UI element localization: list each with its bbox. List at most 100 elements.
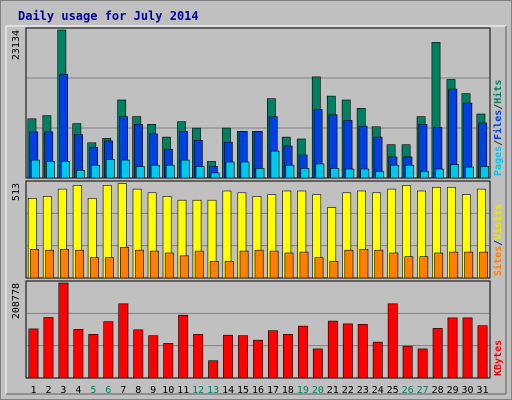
- bar-kbytes-day-31: [477, 325, 488, 379]
- legend-part: /: [493, 104, 504, 110]
- bar-sites-day-26: [404, 256, 414, 279]
- panel-legend-label: KBytes: [493, 340, 504, 376]
- bar-pages-day-17: [270, 150, 280, 179]
- legend-part: KBytes: [493, 340, 504, 376]
- bar-sites-day-15: [239, 250, 249, 279]
- bar-pages-day-4: [76, 170, 85, 179]
- legend-part: /: [493, 240, 504, 246]
- legend-part: Files: [492, 110, 504, 140]
- bar-files-day-30: [463, 102, 473, 179]
- bar-pages-day-22: [345, 168, 355, 179]
- x-tick-label-day-20: 20: [312, 385, 324, 396]
- x-tick-label-day-26: 26: [402, 385, 414, 396]
- x-tick-label-day-8: 8: [135, 385, 141, 396]
- bar-sites-day-28: [434, 252, 444, 279]
- bar-kbytes-day-16: [253, 339, 263, 379]
- bar-files-day-27: [418, 124, 428, 179]
- bar-pages-day-23: [360, 168, 370, 179]
- x-tick-label-day-23: 23: [357, 385, 369, 396]
- bar-sites-day-3: [60, 249, 69, 279]
- bar-pages-day-15: [240, 161, 250, 179]
- bar-pages-day-21: [330, 168, 340, 179]
- x-tick-label-day-3: 3: [60, 385, 66, 396]
- bar-kbytes-day-6: [103, 321, 114, 379]
- bar-kbytes-day-7: [118, 303, 129, 379]
- bar-sites-day-1: [30, 249, 39, 279]
- x-tick-label-day-31: 31: [476, 385, 488, 396]
- x-tick-label-day-18: 18: [282, 385, 294, 396]
- bar-kbytes-day-10: [163, 343, 174, 379]
- bar-sites-day-8: [135, 249, 144, 279]
- bar-sites-day-18: [284, 252, 294, 279]
- bar-sites-day-24: [374, 249, 384, 279]
- legend-part: Visits: [492, 204, 504, 240]
- bar-kbytes-day-21: [327, 320, 338, 379]
- bar-kbytes-day-20: [312, 348, 323, 379]
- x-tick-label-day-10: 10: [162, 385, 174, 396]
- bar-kbytes-day-25: [387, 303, 398, 379]
- bar-sites-day-5: [90, 257, 99, 279]
- bar-pages-day-20: [315, 163, 325, 179]
- bar-kbytes-day-12: [193, 333, 204, 379]
- bar-kbytes-day-19: [297, 325, 308, 379]
- panel-legend-label: Pages/Files/Hits: [492, 80, 504, 176]
- x-tick-label-day-19: 19: [297, 385, 309, 396]
- bar-kbytes-day-24: [372, 341, 383, 379]
- bar-sites-day-14: [224, 260, 234, 279]
- bar-pages-day-8: [135, 166, 145, 179]
- bar-sites-day-25: [389, 252, 399, 279]
- bar-kbytes-day-4: [73, 328, 84, 379]
- bar-sites-day-10: [164, 252, 174, 279]
- legend-part: Hits: [492, 80, 504, 104]
- bar-sites-day-29: [449, 251, 459, 279]
- bar-kbytes-day-22: [342, 323, 353, 379]
- bar-kbytes-day-15: [238, 335, 248, 379]
- bar-sites-day-21: [329, 260, 339, 279]
- panel-visits-sites: 513 Sites/Visits: [11, 180, 504, 279]
- x-tick-label-day-5: 5: [90, 385, 96, 396]
- x-tick-label-day-4: 4: [75, 385, 81, 396]
- x-tick-label-day-6: 6: [105, 385, 111, 396]
- bar-sites-day-23: [359, 249, 369, 279]
- panel-legend-label: Sites/Visits: [492, 204, 504, 276]
- x-tick-label-day-17: 17: [267, 385, 279, 396]
- x-tick-label-day-29: 29: [447, 385, 459, 396]
- bar-pages-day-9: [150, 164, 160, 179]
- x-tick-label-day-1: 1: [30, 385, 36, 396]
- x-tick-label-day-21: 21: [327, 385, 339, 396]
- bar-pages-day-16: [255, 168, 265, 179]
- bar-kbytes-day-23: [357, 323, 368, 379]
- bar-sites-day-17: [269, 250, 279, 279]
- x-tick-label-day-11: 11: [177, 385, 189, 396]
- x-tick-label-day-7: 7: [120, 385, 126, 396]
- bar-pages-day-11: [180, 159, 190, 179]
- bar-pages-day-26: [405, 164, 415, 179]
- bar-sites-day-4: [75, 249, 84, 279]
- bar-sites-day-22: [344, 249, 354, 279]
- bar-kbytes-day-27: [417, 348, 428, 379]
- x-tick-label-day-22: 22: [342, 385, 354, 396]
- bar-sites-day-16: [254, 249, 264, 279]
- panel-max-label: 23134: [11, 30, 22, 60]
- bar-pages-day-7: [120, 159, 130, 179]
- bar-kbytes-day-17: [267, 330, 278, 379]
- bar-pages-day-30: [465, 166, 474, 179]
- bar-pages-day-19: [300, 168, 310, 179]
- bar-kbytes-day-8: [133, 329, 144, 379]
- bar-pages-day-3: [60, 161, 70, 179]
- x-axis-labels: 1 2 3 4 5 6 7 8 9 10 11 12 13 14 15 16 17 18 19 20 21 22 23 24 2…: [30, 385, 488, 396]
- panel-max-label: 513: [11, 183, 22, 201]
- bar-sites-day-20: [314, 257, 324, 279]
- bar-kbytes-day-13: [208, 360, 219, 379]
- legend-part: Pages: [493, 146, 504, 176]
- bar-kbytes-day-9: [148, 335, 159, 379]
- bar-kbytes-day-29: [447, 317, 458, 379]
- x-tick-label-day-24: 24: [372, 385, 384, 396]
- x-tick-label-day-2: 2: [45, 385, 51, 396]
- x-tick-label-day-14: 14: [222, 385, 234, 396]
- x-tick-label-day-13: 13: [207, 385, 219, 396]
- bar-pages-day-1: [31, 159, 40, 179]
- bar-kbytes-day-14: [223, 334, 233, 379]
- bar-pages-day-25: [390, 164, 400, 179]
